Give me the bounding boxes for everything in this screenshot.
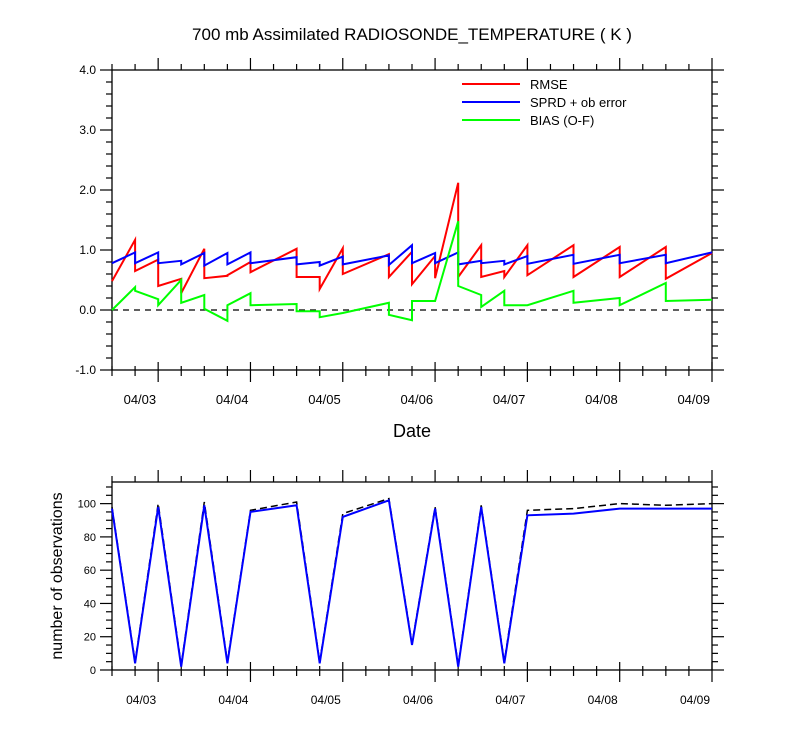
top-x-axis-label: Date [393,421,431,441]
top-y-tick-label: 1.0 [79,243,96,257]
top-x-tick-label: 04/08 [585,392,618,407]
bottom-series-group [111,497,713,667]
top-series-group [111,182,713,323]
top-plot-frame [111,69,713,371]
bottom-series-used-line [111,498,712,667]
bottom-y-tick-label: 0 [90,665,96,677]
bottom-x-tick-label: 04/04 [218,693,248,707]
top-series-sprd-ob-error-line [111,243,713,268]
bottom-axis-ticks [100,470,724,682]
top-x-tick-label: 04/09 [677,392,710,407]
top-x-tick-label: 04/04 [216,392,249,407]
legend-label-sprd-ob-error: SPRD + ob error [530,95,627,110]
bottom-x-tick-label: 04/08 [588,693,618,707]
legend: RMSE SPRD + ob error BIAS (O-F) [462,77,627,128]
top-y-tick-label: -1.0 [75,363,96,377]
bottom-y-tick-label: 60 [84,565,96,577]
bottom-y-tick-labels: 0 20 40 60 80 100 [78,499,96,677]
bottom-x-tick-label: 04/05 [311,693,341,707]
top-x-tick-label: 04/03 [124,392,157,407]
bottom-x-tick-label: 04/03 [126,693,156,707]
bottom-y-tick-label: 20 [84,632,96,644]
bottom-x-tick-label: 04/06 [403,693,433,707]
top-axis-ticks [100,58,724,382]
top-series-bias-o-f-line [111,220,713,323]
chart-title: 700 mb Assimilated RADIOSONDE_TEMPERATUR… [192,25,632,44]
top-series-rmse-line [111,182,713,294]
top-x-tick-label: 04/07 [493,392,526,407]
bottom-x-tick-label: 04/07 [495,693,525,707]
legend-label-bias-o-f: BIAS (O-F) [530,113,594,128]
top-y-tick-labels: -1.0 0.0 1.0 2.0 3.0 4.0 [75,63,96,377]
bottom-y-tick-label: 100 [78,499,96,511]
top-y-tick-label: 0.0 [79,303,96,317]
bottom-x-tick-labels: 04/03 04/04 04/05 04/06 04/07 04/08 04/09 [126,693,710,707]
top-y-tick-label: 3.0 [79,123,96,137]
top-y-tick-label: 4.0 [79,63,96,77]
top-y-tick-label: 2.0 [79,183,96,197]
bottom-y-tick-label: 80 [84,532,96,544]
bottom-y-axis-label: number of observations [49,492,66,659]
bottom-x-tick-label: 04/09 [680,693,710,707]
top-panel: -1.0 0.0 1.0 2.0 3.0 4.0 04/03 04/04 04/05 04/06… [75,58,724,407]
top-x-tick-labels: 04/03 04/04 04/05 04/06 04/07 04/08 04/09 [124,392,710,407]
top-x-tick-label: 04/06 [401,392,434,407]
bottom-y-tick-label: 40 [84,598,96,610]
legend-label-rmse: RMSE [530,77,568,92]
top-x-tick-label: 04/05 [308,392,341,407]
